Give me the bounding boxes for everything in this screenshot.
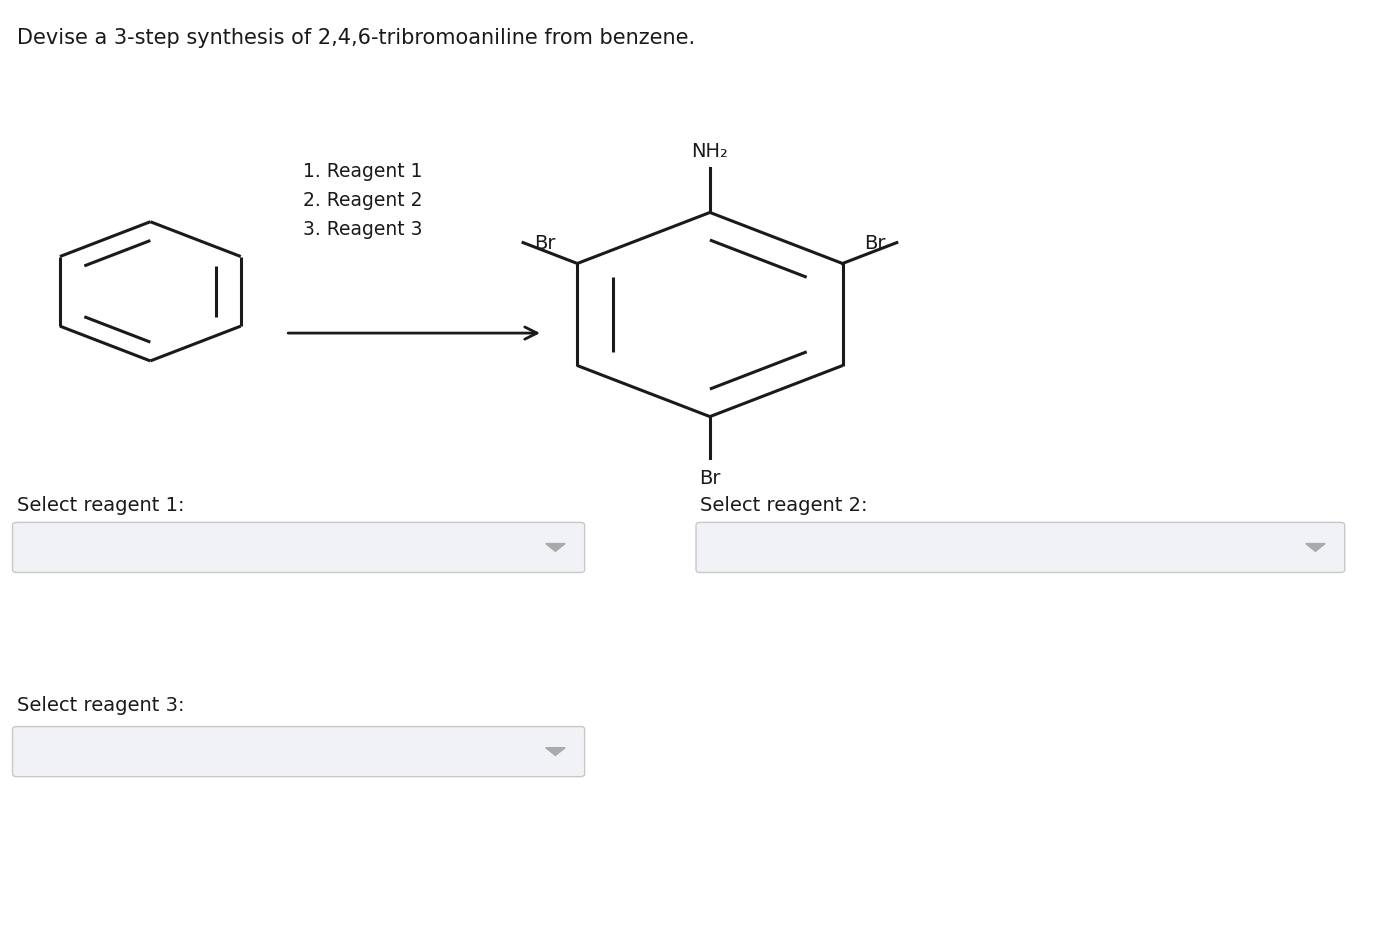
Polygon shape bbox=[1306, 544, 1325, 552]
Text: Br: Br bbox=[699, 468, 721, 487]
Text: Devise a 3-step synthesis of 2,4,6-tribromoaniline from benzene.: Devise a 3-step synthesis of 2,4,6-tribr… bbox=[17, 28, 695, 48]
Text: Select reagent 3:: Select reagent 3: bbox=[17, 695, 184, 714]
Text: NH₂: NH₂ bbox=[692, 143, 728, 161]
Polygon shape bbox=[546, 748, 565, 756]
FancyBboxPatch shape bbox=[13, 523, 585, 573]
Text: Br: Br bbox=[864, 234, 885, 253]
FancyBboxPatch shape bbox=[696, 523, 1345, 573]
Text: Br: Br bbox=[535, 234, 555, 253]
Text: Select reagent 2:: Select reagent 2: bbox=[700, 496, 867, 514]
Polygon shape bbox=[546, 544, 565, 552]
FancyBboxPatch shape bbox=[13, 727, 585, 777]
Text: Select reagent 1:: Select reagent 1: bbox=[17, 496, 184, 514]
Text: 1. Reagent 1
2. Reagent 2
3. Reagent 3: 1. Reagent 1 2. Reagent 2 3. Reagent 3 bbox=[303, 162, 423, 238]
